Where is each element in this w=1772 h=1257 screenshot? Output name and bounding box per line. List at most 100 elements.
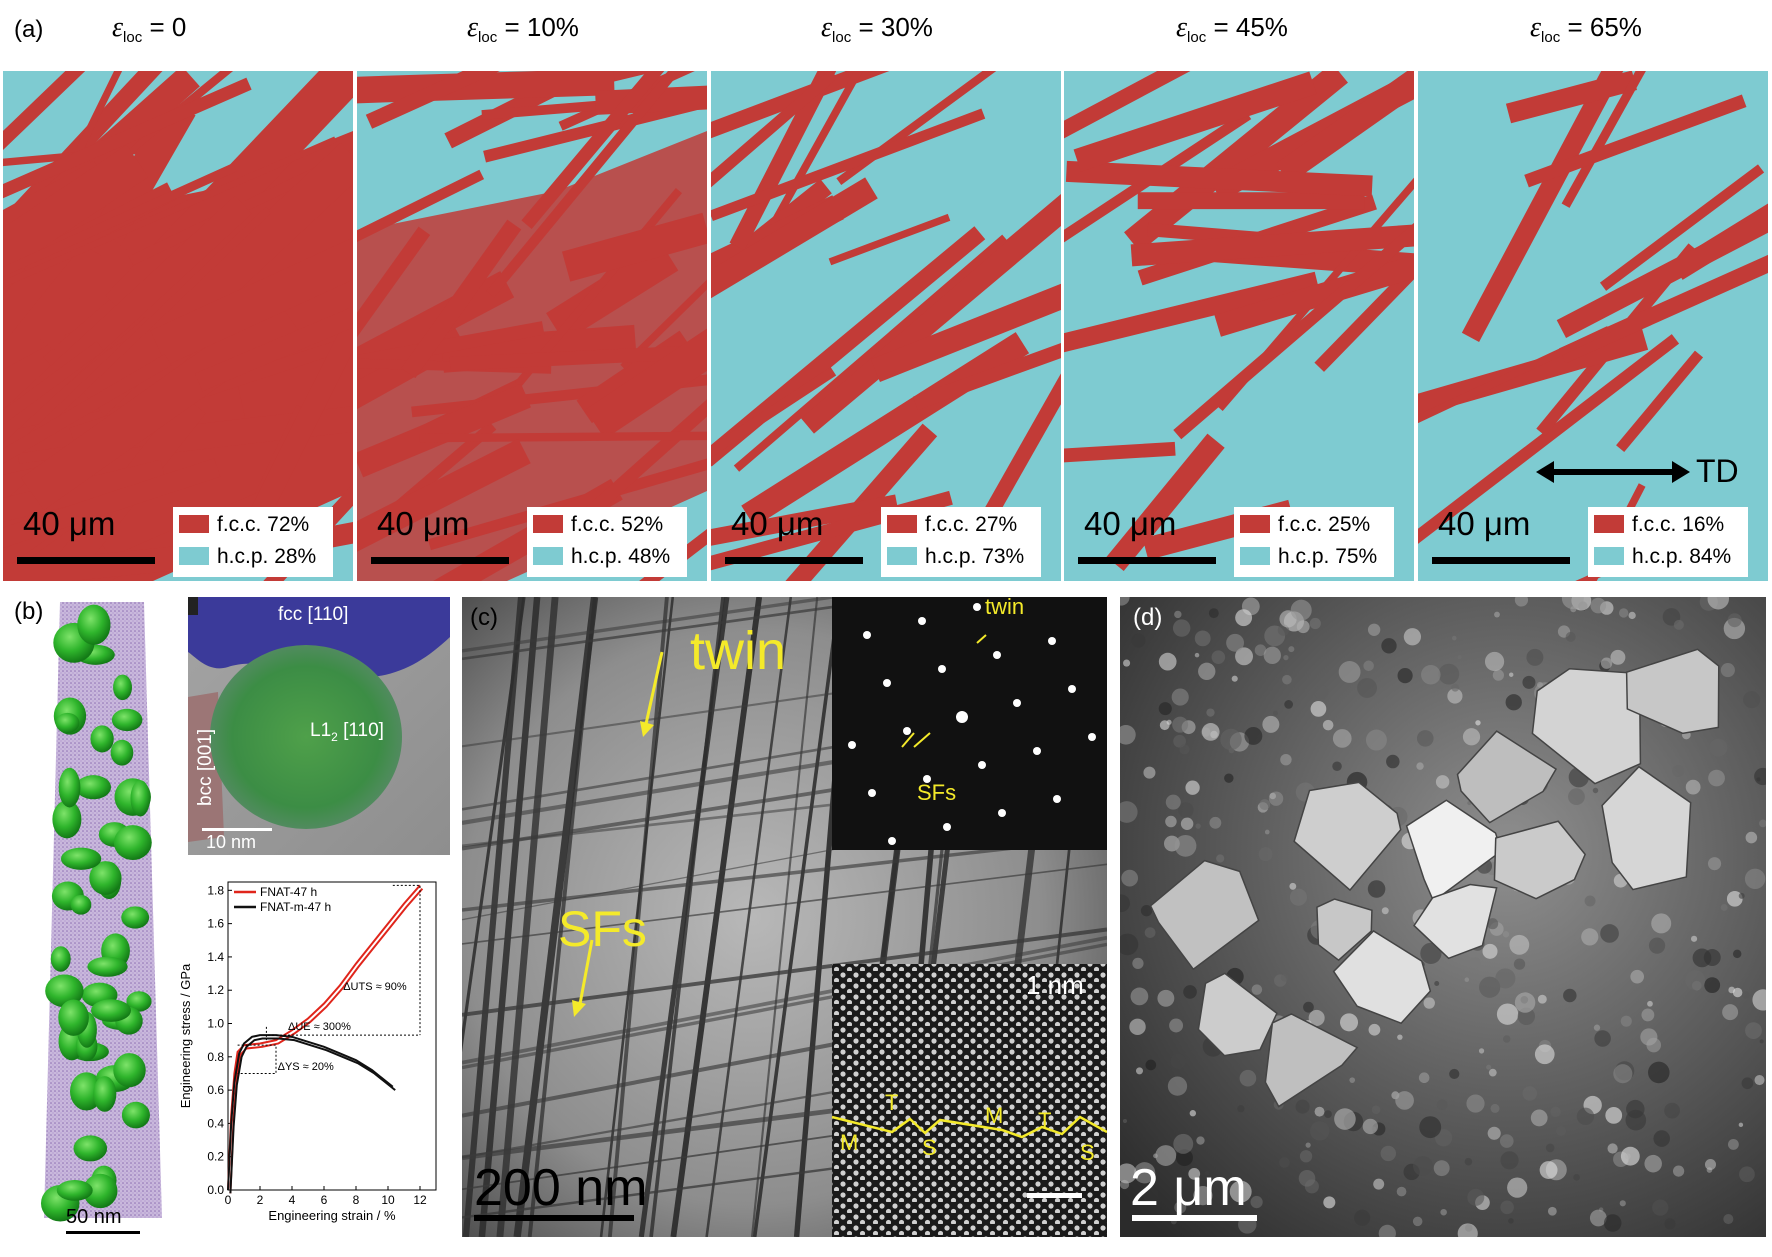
precipitate <box>110 739 134 766</box>
hcp-swatch <box>179 547 209 565</box>
diffraction-spot <box>863 631 871 639</box>
precipitate <box>50 946 71 972</box>
panel-label-c: (c) <box>470 604 498 631</box>
recrystallized-grain <box>1493 820 1587 900</box>
precipitate <box>56 1179 93 1201</box>
precipitate <box>121 906 150 929</box>
map-scale-bar <box>371 557 509 564</box>
precipitate <box>113 1053 146 1088</box>
y-tick-label: 1.4 <box>207 950 224 964</box>
fcc-swatch <box>887 515 917 533</box>
diffraction-spot <box>1033 747 1041 755</box>
uts-guide <box>392 884 421 1036</box>
diffraction-spot <box>978 761 986 769</box>
series-line <box>229 1037 396 1194</box>
diffraction-spot <box>993 651 1001 659</box>
diffraction-spot <box>918 617 926 625</box>
x-tick-label: 6 <box>321 1193 328 1207</box>
x-tick-label: 10 <box>381 1193 395 1207</box>
hcp-swatch <box>533 547 563 565</box>
legend-fcc: f.c.c. 52% <box>533 513 663 537</box>
hcp-swatch <box>1240 547 1270 565</box>
fcc-swatch <box>179 515 209 533</box>
tem-scale-bar <box>202 828 272 831</box>
precipitate <box>55 712 80 733</box>
diffraction-spot <box>1013 699 1021 707</box>
td-label: TD <box>1696 453 1739 489</box>
y-tick-label: 0.0 <box>207 1183 224 1197</box>
phase-legend: f.c.c. 52% h.c.p. 48% <box>527 507 687 577</box>
strain-title: εloc = 30% <box>821 12 933 47</box>
y-axis-label: Engineering stress / GPa <box>178 963 193 1108</box>
sfs-annotation: SFs <box>558 901 647 957</box>
y-tick-label: 0.6 <box>207 1083 224 1097</box>
precipitate <box>126 991 152 1012</box>
map-scale-bar <box>17 557 155 564</box>
y-tick-label: 1.0 <box>207 1017 224 1031</box>
stacking-label: M <box>840 1130 859 1155</box>
recrystallized-grain <box>1197 972 1278 1057</box>
legend-fcc: f.c.c. 27% <box>887 513 1017 537</box>
x-tick-label: 8 <box>353 1193 360 1207</box>
x-tick-label: 4 <box>289 1193 296 1207</box>
tem-scale-label: 10 nm <box>206 832 257 852</box>
twin-band <box>527 597 597 1237</box>
stacking-label: S <box>1080 1140 1095 1165</box>
diffraction-spot <box>1068 685 1076 693</box>
tem-l12-label: L12 [110] <box>310 720 384 744</box>
x-tick-label: 0 <box>225 1193 232 1207</box>
hr-scale-label: 1 nm <box>1026 970 1084 1000</box>
tem-fcc-label: fcc [110] <box>278 604 349 625</box>
diffraction-spot <box>888 837 896 845</box>
td-arrow-icon <box>1536 461 1690 483</box>
recrystallized-grain <box>1264 1013 1359 1108</box>
stacking-fault <box>462 863 1107 945</box>
map-scale-bar <box>725 557 863 564</box>
recrystallized-grain <box>1625 648 1720 735</box>
stacking-fault <box>462 597 845 653</box>
panel-label-b: (b) <box>14 598 44 625</box>
fcc-swatch <box>533 515 563 533</box>
recrystallized-grain <box>1149 859 1260 971</box>
twin-band <box>462 597 525 1237</box>
hcp-swatch <box>1594 547 1624 565</box>
legend-entry: FNAT-47 h <box>260 885 317 899</box>
tem-bcc-label: bcc [001] <box>195 728 216 806</box>
precipitate <box>70 894 92 915</box>
recrystallized-grain <box>1601 765 1692 891</box>
diffraction-spot <box>1088 733 1096 741</box>
precipitate <box>52 800 82 839</box>
legend-entry: FNAT-m-47 h <box>260 900 331 914</box>
d-scale-label: 2 μm <box>1130 1159 1247 1217</box>
series-line <box>227 884 421 1191</box>
panel-label-a: (a) <box>14 16 44 43</box>
phase-map: f.c.c. 27% h.c.p. 73% 40 μm <box>711 71 1061 581</box>
precipitate <box>113 825 152 861</box>
diffraction-spot <box>998 809 1006 817</box>
recrystallized-grain <box>1293 781 1402 892</box>
diffraction-spot <box>973 603 981 611</box>
precipitate <box>111 708 143 732</box>
y-tick-label: 0.2 <box>207 1150 224 1164</box>
y-tick-label: 0.8 <box>207 1050 224 1064</box>
legend-hcp: h.c.p. 84% <box>1594 545 1731 569</box>
phase-map: f.c.c. 72% h.c.p. 28% 40 μm <box>3 71 353 581</box>
diffraction-spot <box>923 775 931 783</box>
phase-legend: f.c.c. 72% h.c.p. 28% <box>173 507 333 577</box>
stacking-label: T <box>1038 1108 1052 1133</box>
x-axis-label: Engineering strain / % <box>268 1208 396 1223</box>
chart-annotation: ΔYS ≈ 20% <box>278 1061 334 1073</box>
precipitate <box>75 775 112 800</box>
diffraction-sfs-label: SFs <box>917 780 957 805</box>
fcc-swatch <box>1594 515 1624 533</box>
strain-title: εloc = 10% <box>467 12 579 47</box>
diffraction-spot <box>848 741 856 749</box>
diffraction-spot <box>943 823 951 831</box>
recrystallized-grain <box>1413 883 1498 960</box>
legend-fcc: f.c.c. 72% <box>179 513 309 537</box>
precipitate <box>89 861 122 895</box>
map-scale-label: 40 μm <box>377 505 470 542</box>
recrystallized-grain <box>1316 898 1373 962</box>
diffraction-spot <box>1048 637 1056 645</box>
precipitate <box>87 956 128 977</box>
